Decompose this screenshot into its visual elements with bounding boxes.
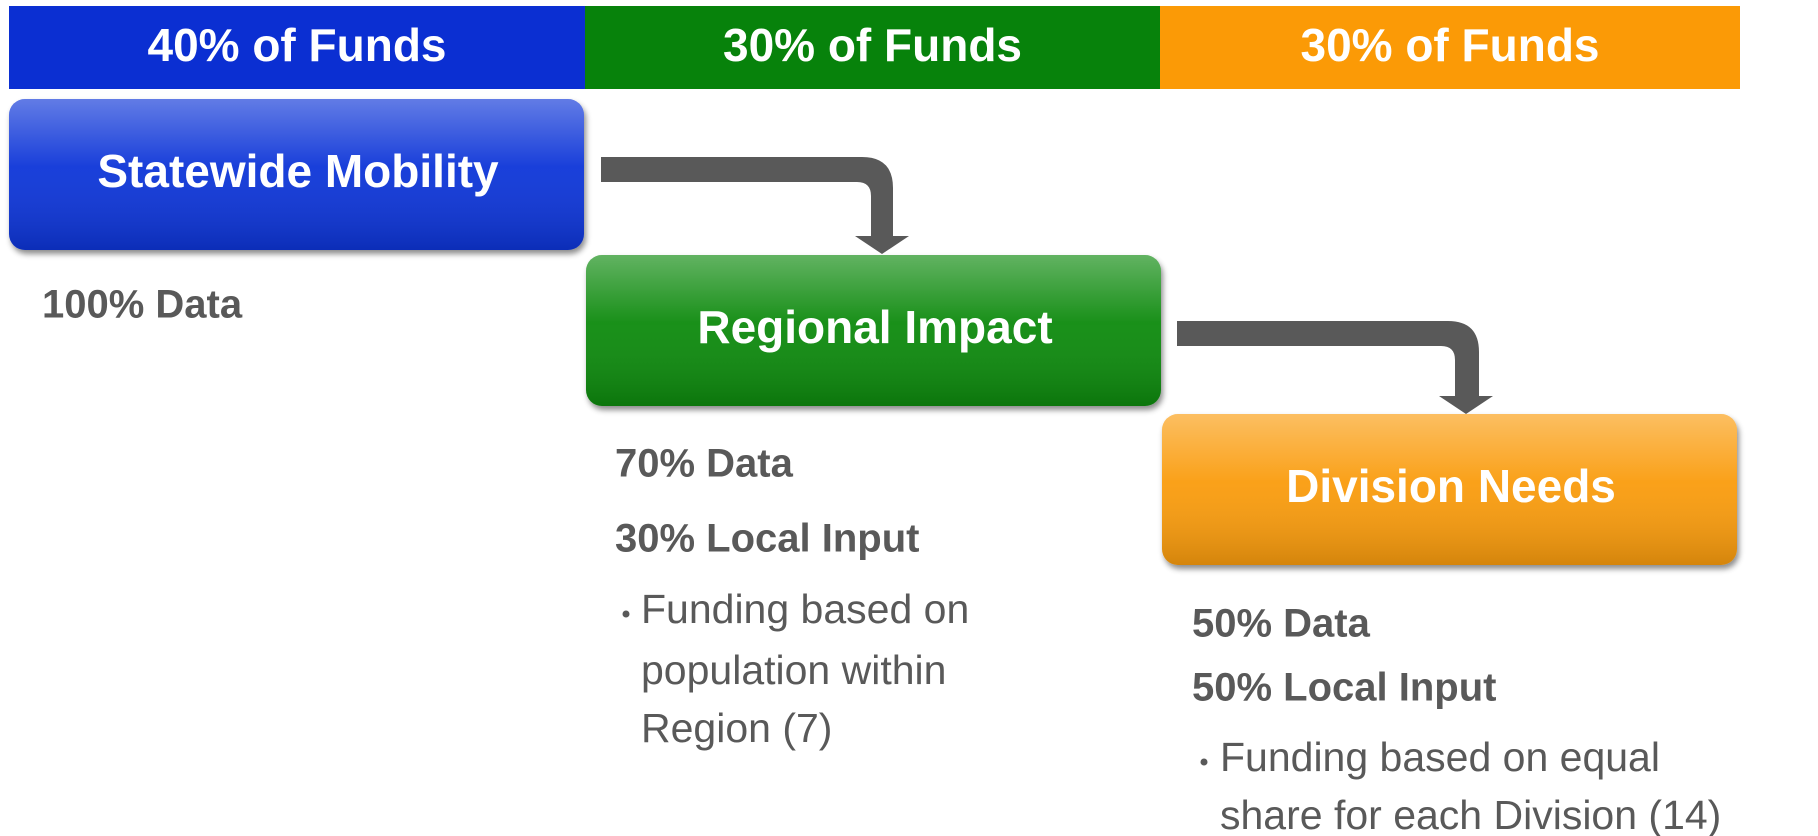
bullet-text: share for each Division (14) [1220,792,1721,836]
tier-box-gloss [586,255,1161,406]
arrow [601,157,909,254]
header-label: 40% of Funds [147,19,446,71]
tier-title: Division Needs [1286,460,1616,512]
tier-box-gloss [1162,414,1737,565]
bullet-dot [622,610,630,618]
tier-box-gloss [9,99,584,250]
header-band [585,6,1160,89]
bullet-text: Funding based on [641,586,969,632]
header-label: 30% of Funds [723,19,1022,71]
header-band [9,6,585,89]
header-label: 30% of Funds [1300,19,1599,71]
header-band [1160,6,1740,89]
tier-line: 70% Data [615,442,794,486]
bullet-text: population within [641,647,946,693]
tier-line: 30% Local Input [615,517,920,561]
tier-line: 100% Data [42,283,243,327]
tier-title: Statewide Mobility [97,145,499,197]
tier-title: Regional Impact [697,301,1052,353]
tier-line: 50% Data [1192,602,1371,646]
bullet-text: Funding based on equal [1220,734,1660,780]
tier-line: 50% Local Input [1192,666,1497,710]
bullet-dot [1200,758,1208,766]
arrow [1177,321,1493,414]
bullet-text: Region (7) [641,705,832,751]
